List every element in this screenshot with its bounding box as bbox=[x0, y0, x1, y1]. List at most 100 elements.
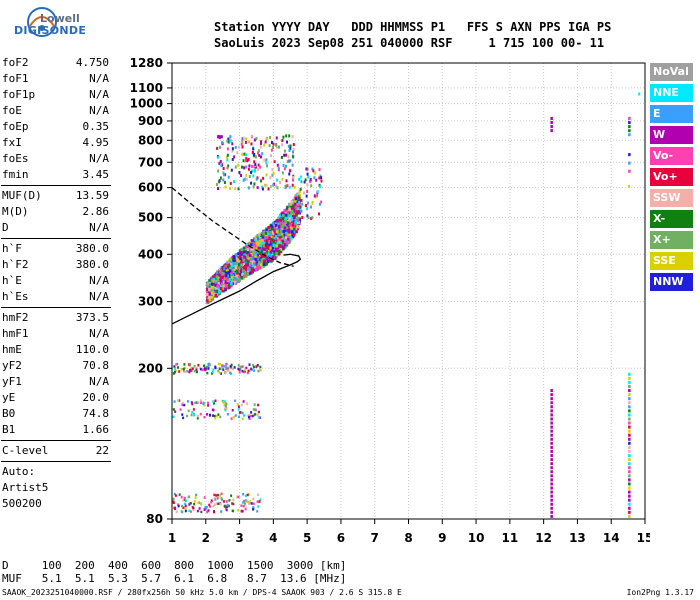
echo-point bbox=[215, 494, 218, 497]
echo-point bbox=[191, 506, 194, 509]
echo-point bbox=[257, 410, 260, 414]
echo-point bbox=[296, 207, 300, 211]
echo-point bbox=[313, 194, 316, 198]
echo-point bbox=[230, 264, 234, 268]
echo-point bbox=[218, 270, 222, 274]
echo-point bbox=[203, 496, 206, 499]
echo-point bbox=[242, 400, 245, 403]
echo-point bbox=[209, 413, 212, 417]
echo-point bbox=[628, 161, 631, 165]
echo-point bbox=[250, 181, 253, 185]
param-row: foF1 N/A bbox=[1, 71, 113, 87]
echo-point bbox=[225, 155, 228, 159]
echo-point bbox=[259, 498, 262, 501]
echo-point bbox=[192, 508, 195, 512]
echo-point bbox=[288, 207, 291, 211]
echo-point bbox=[223, 504, 226, 508]
param-label: fmin bbox=[2, 168, 29, 181]
echo-point bbox=[214, 276, 217, 280]
echo-point bbox=[550, 417, 553, 421]
echo-point bbox=[204, 507, 207, 510]
echo-point bbox=[628, 129, 631, 133]
echo-point bbox=[207, 509, 210, 512]
param-value: 20.0 bbox=[82, 391, 110, 404]
echo-point bbox=[188, 363, 191, 366]
param-row: yF2 70.8 bbox=[1, 358, 113, 374]
echo-point bbox=[213, 281, 216, 285]
echo-point bbox=[247, 186, 250, 190]
echo-point bbox=[224, 506, 227, 510]
echo-point bbox=[295, 230, 298, 234]
echo-point bbox=[194, 401, 197, 404]
echo-point bbox=[232, 259, 236, 263]
echo-point bbox=[233, 277, 237, 281]
echo-point bbox=[628, 470, 631, 474]
echo-point bbox=[222, 280, 225, 284]
echo-point bbox=[220, 282, 224, 286]
echo-point bbox=[265, 236, 269, 240]
echo-point bbox=[293, 200, 297, 204]
echo-point bbox=[203, 402, 206, 405]
echo-point bbox=[173, 365, 176, 368]
x-tick-label: 3 bbox=[235, 531, 243, 545]
echo-point bbox=[273, 252, 277, 256]
echo-point bbox=[202, 402, 205, 405]
echo-point bbox=[265, 233, 269, 237]
echo-point bbox=[298, 177, 301, 181]
x-tick-label: 4 bbox=[269, 531, 277, 545]
echo-point bbox=[282, 135, 285, 139]
echo-point bbox=[195, 493, 198, 497]
echo-point bbox=[200, 510, 203, 514]
echo-point bbox=[279, 214, 282, 218]
echo-point bbox=[223, 266, 226, 270]
echo-point bbox=[230, 494, 233, 497]
autoscaling-line2: Artist5 bbox=[2, 481, 49, 494]
echo-point bbox=[284, 153, 287, 157]
echo-point bbox=[211, 295, 214, 299]
param-value: N/A bbox=[89, 72, 109, 85]
param-value: 380.0 bbox=[75, 258, 109, 271]
echo-point bbox=[285, 134, 288, 138]
echo-point bbox=[215, 275, 219, 279]
echo-point bbox=[224, 266, 228, 270]
echo-point bbox=[281, 177, 284, 181]
legend-item-vo: Vo- bbox=[650, 147, 693, 165]
echo-point bbox=[207, 404, 210, 407]
param-label: h`E bbox=[2, 274, 22, 287]
echo-point bbox=[255, 262, 259, 266]
echo-point bbox=[190, 366, 193, 370]
echo-point bbox=[218, 290, 221, 294]
echo-point bbox=[213, 493, 216, 497]
echo-point bbox=[298, 189, 302, 193]
echo-point bbox=[267, 256, 270, 260]
echo-point bbox=[204, 368, 207, 372]
echo-point bbox=[253, 160, 256, 164]
echo-point bbox=[299, 175, 302, 179]
y-tick-label: 800 bbox=[138, 133, 163, 147]
echo-point bbox=[281, 226, 284, 230]
echo-point bbox=[308, 179, 311, 183]
echo-point bbox=[219, 502, 222, 506]
echo-point bbox=[628, 466, 631, 470]
echo-point bbox=[628, 482, 631, 486]
echo-point bbox=[189, 362, 192, 366]
echo-point bbox=[226, 278, 229, 282]
echo-point bbox=[225, 268, 229, 272]
y-tick-label: 700 bbox=[138, 155, 163, 169]
echo-point bbox=[307, 175, 310, 179]
echo-point bbox=[174, 369, 177, 373]
echo-point bbox=[225, 500, 228, 503]
echo-point bbox=[227, 164, 230, 168]
echo-point bbox=[628, 429, 631, 433]
echo-point bbox=[292, 233, 296, 237]
echo-point bbox=[284, 220, 288, 224]
x-tick-label: 15 bbox=[637, 531, 650, 545]
echo-point bbox=[290, 230, 294, 234]
echo-point bbox=[628, 397, 631, 401]
echo-point bbox=[245, 137, 248, 141]
echo-point bbox=[236, 403, 239, 406]
echo-point bbox=[184, 502, 187, 505]
echo-point bbox=[224, 279, 228, 283]
echo-point bbox=[222, 178, 225, 182]
echo-point bbox=[196, 414, 199, 418]
